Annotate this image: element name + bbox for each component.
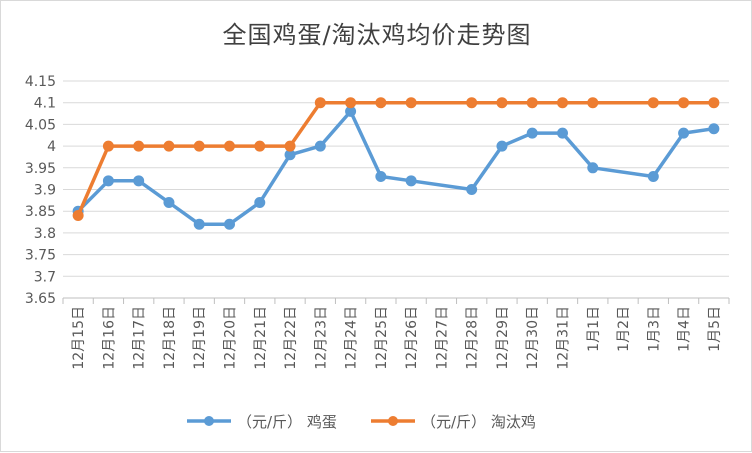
data-point [557, 97, 568, 109]
data-point [647, 170, 659, 182]
x-tick-label: 1月3日 [646, 306, 662, 352]
data-point [587, 97, 599, 109]
data-point [708, 123, 720, 135]
legend-entry: （元/斤） 鸡蛋 [187, 413, 337, 431]
data-point [496, 97, 508, 109]
y-tick-label: 3.85 [25, 204, 56, 220]
grid-layer [63, 80, 729, 299]
data-point [314, 140, 326, 152]
x-tick-label: 12月21日 [253, 306, 269, 370]
y-tick-label: 3.9 [34, 183, 56, 199]
x-tick-label: 1月2日 [616, 306, 632, 352]
x-tick-label: 12月26日 [404, 306, 420, 370]
legend-label: （元/斤） 淘汰鸡 [421, 413, 536, 431]
y-tick-label: 4.15 [25, 74, 56, 90]
data-point [224, 140, 235, 152]
x-tick-label: 1月1日 [586, 306, 602, 352]
x-tick-label: 12月23日 [313, 306, 329, 370]
x-tick-label: 12月27日 [434, 306, 450, 370]
x-tick-label: 12月18日 [162, 306, 178, 370]
series-line [76, 109, 715, 226]
y-tick-label: 4.05 [25, 117, 56, 133]
legend-layer: （元/斤） 鸡蛋 （元/斤） 淘汰鸡 [187, 413, 536, 431]
data-point [466, 184, 478, 195]
data-point [405, 175, 417, 187]
data-point [102, 140, 114, 152]
data-point [647, 97, 659, 109]
y-tick-label: 3.75 [25, 248, 56, 264]
legend-label: （元/斤） 鸡蛋 [237, 413, 337, 431]
series-2 [72, 97, 720, 222]
legend-swatch-marker [204, 416, 214, 426]
x-tick-label: 12月22日 [283, 306, 299, 370]
y-tick-label: 3.7 [34, 269, 56, 285]
legend-entry: （元/斤） 淘汰鸡 [371, 413, 536, 431]
data-point [193, 140, 205, 152]
data-point [375, 97, 387, 109]
data-point [163, 197, 175, 209]
x-tick-label: 12月31日 [556, 306, 572, 370]
y-tick-label: 3.65 [25, 291, 56, 307]
data-point [133, 175, 145, 187]
x-tick-label: 12月15日 [71, 306, 87, 370]
series-1 [72, 105, 720, 230]
x-tick-label: 12月20日 [223, 306, 239, 370]
x-tick-label: 12月17日 [132, 306, 148, 370]
data-point [375, 170, 387, 182]
y-tick-label: 4 [47, 139, 56, 155]
data-point [224, 218, 235, 230]
x-tick-label: 1月5日 [707, 306, 723, 352]
data-point [193, 218, 205, 230]
data-point [466, 97, 478, 109]
data-point [284, 140, 296, 152]
series-line [76, 100, 714, 217]
x-tick-label: 12月28日 [465, 306, 481, 370]
legend-swatch-marker [388, 416, 398, 426]
data-point [102, 175, 114, 187]
data-point [345, 97, 357, 109]
series-layer [72, 97, 720, 230]
data-point [678, 127, 690, 139]
x-tick-label: 12月24日 [344, 306, 360, 370]
x-tick-label: 1月4日 [677, 306, 693, 352]
x-tick-label: 12月16日 [101, 306, 117, 370]
x-tick-label: 12月30日 [525, 306, 541, 370]
data-point [133, 140, 145, 152]
y-tick-label: 3.8 [34, 226, 56, 242]
data-point [314, 97, 326, 109]
data-point [163, 140, 175, 152]
x-tick-label: 12月25日 [374, 306, 390, 370]
data-point [496, 140, 508, 152]
data-point [526, 127, 538, 139]
y-tick-label: 3.95 [25, 161, 56, 177]
y-tick-label: 4.1 [34, 96, 56, 112]
data-point [72, 210, 84, 222]
data-point [405, 97, 417, 109]
data-point [678, 97, 690, 109]
data-point [254, 140, 266, 152]
x-tick-label: 12月29日 [495, 306, 511, 370]
data-point [708, 97, 720, 109]
data-point [557, 127, 568, 139]
data-point [254, 197, 266, 209]
x-tick-label: 12月19日 [192, 306, 208, 370]
chart-title: 全国鸡蛋/淘汰鸡均价走势图 [222, 21, 532, 49]
axis-layer: 4.15 4.1 4.05 4 3.95 3.9 3.85 3.8 3.75 3.7 3.65 12月… [25, 74, 730, 370]
data-point [526, 97, 538, 109]
data-point [587, 162, 599, 174]
